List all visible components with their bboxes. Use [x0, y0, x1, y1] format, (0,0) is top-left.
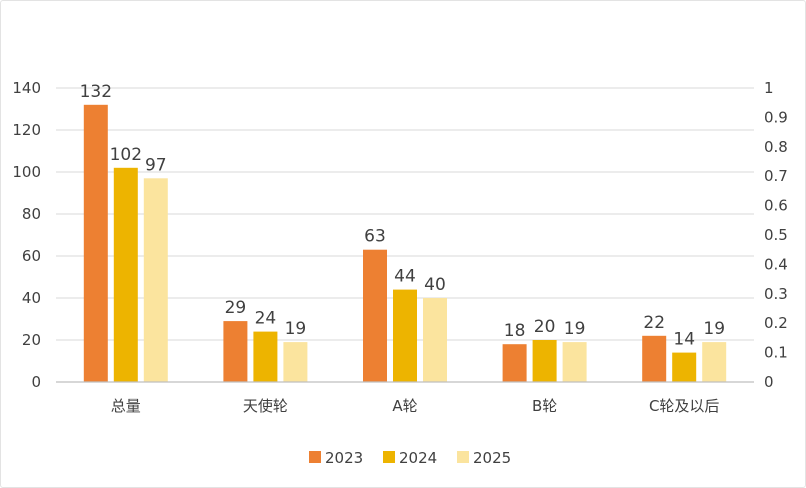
bar: [113, 167, 138, 382]
bar: [702, 342, 727, 382]
gridlines: [56, 87, 754, 341]
legend-swatch: [457, 451, 469, 463]
data-label: 18: [504, 321, 526, 341]
data-label: 24: [255, 309, 277, 329]
y-axis-tick-label: 60: [22, 247, 41, 265]
bar: [143, 178, 168, 382]
legend-label: 2024: [399, 449, 437, 467]
bar: [532, 340, 557, 382]
y-axis-tick-label: 0: [31, 373, 41, 391]
legend: 2023 2024 2025: [309, 449, 511, 467]
bars: [83, 104, 727, 383]
bar: [83, 104, 108, 383]
data-label: 40: [424, 275, 446, 295]
y2-axis-tick-label: 0.6: [764, 197, 788, 215]
data-label: 20: [534, 317, 556, 337]
legend-label: 2023: [325, 449, 363, 467]
x-axis-category-label: B轮: [532, 397, 557, 415]
bar: [363, 249, 387, 382]
x-axis-category-label: 总量: [111, 397, 141, 415]
data-label: 63: [364, 227, 386, 247]
y-axis-tick-label: 20: [22, 331, 41, 349]
data-label: 14: [673, 330, 695, 350]
y2-axis-tick-label: 0.7: [764, 167, 788, 185]
bar: [562, 342, 587, 382]
bar: [393, 289, 417, 382]
bar: [502, 344, 527, 382]
y2-axis-tick-label: 0.9: [764, 108, 788, 126]
y-axis-tick-label: 100: [12, 163, 41, 181]
x-axis-category-label: 天使轮: [243, 397, 288, 415]
data-label: 22: [643, 313, 665, 333]
data-label: 19: [285, 319, 307, 339]
bar: [253, 331, 278, 382]
bar: [223, 321, 248, 382]
y2-axis-tick-label: 0.1: [764, 344, 788, 362]
data-label: 44: [394, 267, 416, 287]
y2-axis-tick-label: 0.8: [764, 138, 788, 156]
x-axis-category-label: C轮及以后: [649, 397, 719, 415]
axes: 02040608010012014000.10.20.30.40.50.60.7…: [12, 79, 788, 415]
y2-axis-tick-label: 0: [764, 373, 774, 391]
y2-axis-tick-label: 0.5: [764, 226, 788, 244]
data-label: 19: [564, 319, 586, 339]
data-label: 132: [80, 82, 112, 102]
y2-axis-tick-label: 0.2: [764, 314, 788, 332]
y-axis-tick-label: 80: [22, 205, 41, 223]
data-label: 29: [225, 298, 247, 318]
y2-axis-tick-label: 1: [764, 79, 774, 97]
legend-swatch: [383, 451, 395, 463]
y-axis-tick-label: 120: [12, 121, 41, 139]
y2-axis-tick-label: 0.3: [764, 285, 788, 303]
bar: [283, 342, 308, 382]
data-label: 102: [110, 145, 142, 165]
legend-swatch: [309, 451, 321, 463]
y2-axis-tick-label: 0.4: [764, 255, 788, 273]
legend-label: 2025: [473, 449, 511, 467]
bar: [672, 352, 697, 382]
bar: [423, 298, 447, 382]
bar: [642, 335, 667, 382]
y-axis-tick-label: 40: [22, 289, 41, 307]
data-label: 97: [145, 155, 167, 175]
x-axis-category-label: A轮: [392, 397, 417, 415]
data-label: 19: [703, 319, 725, 339]
y-axis-tick-label: 140: [12, 79, 41, 97]
